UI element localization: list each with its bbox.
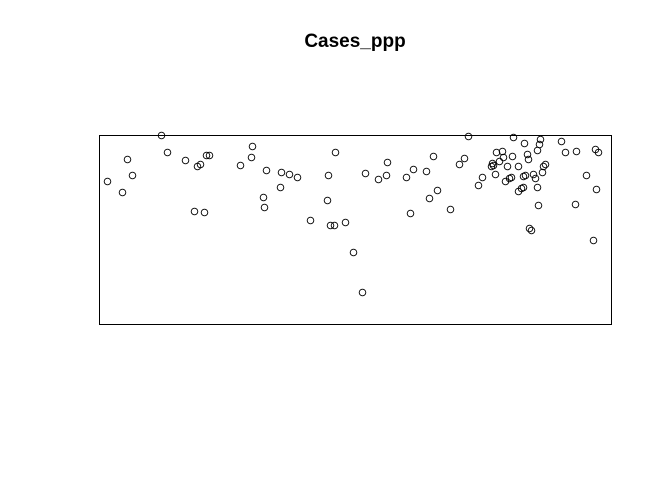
data-point-92 xyxy=(594,148,603,157)
data-point-19 xyxy=(276,183,285,192)
points-layer xyxy=(103,131,603,297)
data-point-88 xyxy=(582,171,591,180)
data-point-28 xyxy=(331,148,340,157)
data-point-68 xyxy=(520,139,529,148)
data-point-77 xyxy=(533,183,542,192)
data-point-3 xyxy=(128,171,137,180)
data-point-21 xyxy=(285,170,294,179)
data-point-39 xyxy=(422,167,431,176)
data-point-78 xyxy=(534,201,543,210)
data-point-0 xyxy=(103,177,112,186)
data-point-6 xyxy=(181,156,190,165)
data-point-71 xyxy=(524,155,533,164)
data-point-34 xyxy=(382,171,391,180)
data-point-5 xyxy=(163,148,172,157)
data-point-79 xyxy=(535,140,544,149)
data-point-24 xyxy=(323,196,332,205)
data-point-45 xyxy=(460,154,469,163)
data-point-56 xyxy=(499,153,508,162)
data-point-55 xyxy=(498,147,507,156)
data-point-30 xyxy=(349,248,358,257)
data-point-26 xyxy=(326,221,335,230)
data-point-84 xyxy=(557,137,566,146)
data-point-7 xyxy=(190,207,199,216)
data-point-61 xyxy=(508,152,517,161)
data-point-17 xyxy=(260,203,269,212)
data-point-33 xyxy=(374,175,383,184)
data-point-74 xyxy=(529,170,538,179)
data-point-69 xyxy=(521,171,530,180)
data-point-85 xyxy=(561,148,570,157)
chart-title: Cases_ppp xyxy=(304,31,405,52)
data-point-75 xyxy=(531,174,540,183)
data-point-70 xyxy=(523,150,532,159)
data-point-44 xyxy=(455,160,464,169)
data-point-25 xyxy=(324,171,333,180)
data-point-36 xyxy=(402,173,411,182)
data-point-15 xyxy=(248,142,257,151)
data-point-73 xyxy=(527,226,536,235)
data-point-14 xyxy=(247,153,256,162)
data-point-51 xyxy=(489,161,498,170)
data-point-87 xyxy=(572,147,581,156)
data-point-37 xyxy=(406,209,415,218)
data-point-27 xyxy=(330,221,339,230)
data-point-53 xyxy=(492,148,501,157)
data-point-22 xyxy=(293,173,302,182)
data-point-83 xyxy=(541,160,550,169)
data-point-62 xyxy=(509,133,518,142)
data-point-86 xyxy=(571,200,580,209)
data-point-40 xyxy=(425,194,434,203)
observation-window xyxy=(99,135,612,325)
data-point-10 xyxy=(200,208,209,217)
data-point-20 xyxy=(277,168,286,177)
data-point-52 xyxy=(491,170,500,179)
data-point-63 xyxy=(514,162,523,171)
data-point-4 xyxy=(157,131,166,140)
data-point-1 xyxy=(118,188,127,197)
data-point-72 xyxy=(525,224,534,233)
data-point-58 xyxy=(503,162,512,171)
data-point-43 xyxy=(446,205,455,214)
data-point-89 xyxy=(589,236,598,245)
data-point-48 xyxy=(478,173,487,182)
data-point-11 xyxy=(202,151,211,160)
data-point-80 xyxy=(536,135,545,144)
data-point-16 xyxy=(259,193,268,202)
data-point-18 xyxy=(262,166,271,175)
data-point-29 xyxy=(341,218,350,227)
data-point-38 xyxy=(409,165,418,174)
data-point-47 xyxy=(474,181,483,190)
data-point-66 xyxy=(519,183,528,192)
data-point-81 xyxy=(538,168,547,177)
data-point-23 xyxy=(306,216,315,225)
data-point-82 xyxy=(539,162,548,171)
data-point-91 xyxy=(592,185,601,194)
data-point-46 xyxy=(464,132,473,141)
data-point-35 xyxy=(383,158,392,167)
data-point-32 xyxy=(361,169,370,178)
data-point-13 xyxy=(236,161,245,170)
data-point-42 xyxy=(433,186,442,195)
data-point-2 xyxy=(123,155,132,164)
data-point-31 xyxy=(358,288,367,297)
data-point-12 xyxy=(205,151,214,160)
data-point-41 xyxy=(429,152,438,161)
data-point-60 xyxy=(507,173,516,182)
data-point-9 xyxy=(196,160,205,169)
data-point-54 xyxy=(495,157,504,166)
